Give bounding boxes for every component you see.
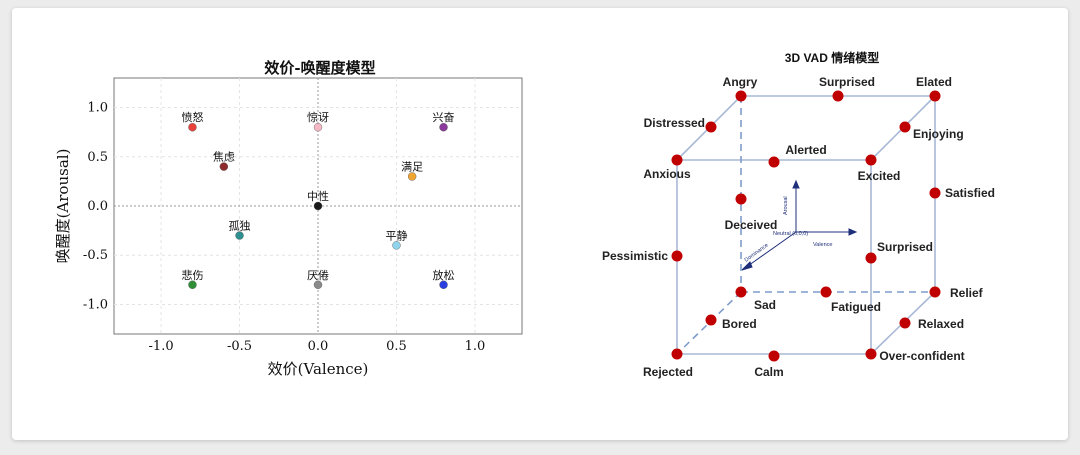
point-label: 愤怒 (181, 110, 203, 124)
chart-title: 效价-唤醒度模型 (264, 59, 375, 77)
point-label: 兴奋 (433, 110, 455, 124)
x-axis-label: 效价(Valence) (268, 360, 369, 378)
scatter-point (188, 280, 197, 289)
y-tick-label: -0.5 (83, 248, 108, 263)
scatter-point (313, 201, 323, 211)
valence-arousal-chart: 效价-唤醒度模型 -1.0 -0.5 0.0 0.5 1.01.00.50.0-0.5-… (54, 59, 523, 378)
x-tick-label: 0.5 (386, 339, 407, 354)
figure-card (12, 8, 1068, 440)
point-label: 平静 (385, 228, 407, 242)
scatter-point (313, 280, 323, 289)
scatter-point (235, 231, 244, 240)
x-tick-label: -0.5 (227, 339, 252, 354)
scatter-point (313, 123, 323, 132)
grid-lines (114, 78, 522, 334)
x-tick-label: 0.0 (308, 339, 329, 354)
y-tick-label: 0.0 (87, 199, 108, 214)
x-tick-label: 1.0 (465, 339, 486, 354)
point-label: 惊讶 (307, 110, 329, 124)
point-label: 悲伤 (181, 268, 203, 282)
scatter-point (219, 162, 229, 171)
scatter-point (439, 123, 448, 132)
y-tick-label: 0.5 (87, 150, 108, 165)
point-label: 放松 (433, 268, 455, 282)
tick-labels: -1.0 -0.5 0.0 0.5 1.0 1.0 0.5 0.0 -0.5 -1.0 (83, 101, 485, 354)
scatter-point (439, 280, 448, 289)
point-label: 焦虑 (213, 151, 235, 164)
scatter-point (188, 123, 197, 132)
scatter-point (392, 241, 401, 250)
y-tick-label: 1.0 (87, 101, 108, 116)
point-label: 孤独 (229, 220, 251, 233)
point-label: 厌倦 (307, 268, 329, 282)
x-tick-label: -1.0 (149, 339, 174, 354)
point-label: 中性 (307, 189, 329, 203)
y-axis-label: 唤醒度(Arousal) (54, 149, 72, 264)
point-label: 满足 (401, 160, 423, 173)
y-tick-label: -1.0 (83, 297, 108, 312)
scatter-point (407, 172, 417, 181)
